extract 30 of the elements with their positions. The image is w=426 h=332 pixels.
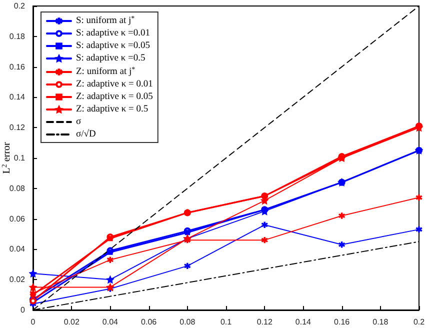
y-tick-label: 0.02 — [9, 275, 26, 284]
legend-label: σ — [76, 117, 82, 127]
legend-label: Z: adaptive κ = 0.05 — [76, 92, 154, 102]
y-tick-label: 0.06 — [9, 214, 26, 224]
x-tick-label: 0.12 — [256, 318, 273, 326]
y-tick-label: 0.2 — [14, 2, 26, 10]
y-tick-label: 0.12 — [9, 123, 26, 132]
legend-label: S: adaptive κ =0.01 — [76, 28, 150, 38]
x-tick-label: 0.16 — [334, 318, 350, 326]
legend-label: Z: adaptive κ = 0.5 — [76, 104, 148, 114]
legend-label: σ/√D — [76, 128, 96, 140]
legend-label: S: adaptive κ =0.05 — [76, 41, 150, 51]
x-tick-label: 0.04 — [102, 318, 119, 326]
y-tick-label: 0 — [20, 306, 26, 314]
x-tick-label: 0.02 — [64, 318, 80, 326]
y-tick-label: 0.14 — [9, 92, 26, 102]
y-tick-label: 0.18 — [9, 32, 26, 41]
y-tick-label: 0.08 — [9, 184, 26, 193]
x-tick-label: 0.1 — [220, 318, 232, 326]
y-tick-label: 0.1 — [14, 154, 26, 162]
x-tick-label: 0.18 — [372, 318, 389, 326]
x-tick-label: 0 — [30, 318, 36, 326]
legend-label: S: adaptive κ =0.5 — [76, 54, 146, 64]
x-tick-label: 0.2 — [413, 318, 426, 326]
x-tick-label: 0.08 — [180, 318, 196, 326]
x-tick-label: 0.14 — [295, 318, 312, 326]
legend-label: Z: adaptive κ = 0.01 — [76, 80, 154, 90]
x-tick-label: 0.06 — [141, 318, 158, 326]
y-tick-label: 0.16 — [9, 62, 26, 72]
y-tick-label: 0.04 — [9, 244, 26, 254]
